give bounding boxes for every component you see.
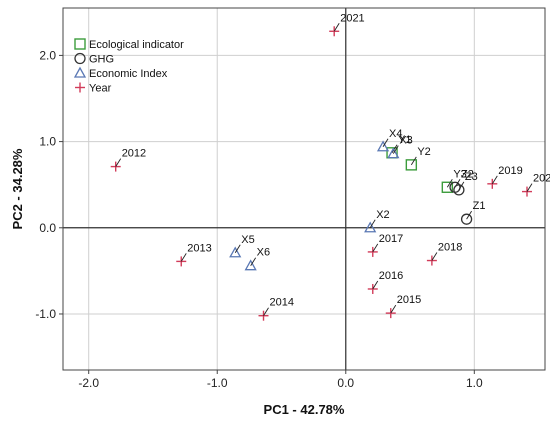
point-x4: [376, 140, 390, 152]
gridlines: [63, 8, 545, 370]
point-label-y2: Y2: [417, 146, 430, 158]
point-label-x4: X4: [389, 128, 402, 140]
y-tick-label: -1.0: [35, 307, 56, 321]
legend-label-ghg: GHG: [89, 54, 114, 66]
legend-label-economic-index: Economic Index: [89, 68, 168, 80]
axis-ticks: -2.0 -1.0 0.0 1.0 -1.0 0.0 1.0 2.0: [35, 48, 483, 390]
point-label-x3: X3: [399, 135, 412, 147]
legend-marker-economic-index: [73, 66, 87, 78]
x-tick-label: -2.0: [78, 376, 99, 390]
point-label-y3: Y3: [453, 168, 466, 180]
point-x2: [364, 221, 377, 233]
point-x5: [229, 246, 242, 258]
leader-line-2017: [372, 243, 379, 253]
y-tick-label: 2.0: [39, 48, 56, 62]
legend-label-year: Year: [89, 83, 112, 95]
leader-line-x4: [382, 138, 389, 148]
leader-line-y3: [446, 179, 453, 188]
y-tick-label: 1.0: [39, 135, 56, 149]
point-label-2014: 2014: [270, 297, 294, 309]
legend: Ecological indicator GHG Economic Index Yea…: [73, 38, 184, 95]
point-label-x5: X5: [241, 234, 254, 246]
legend-label-ecological-indicator: Ecological indicator: [89, 39, 184, 51]
legend-marker-ghg: [74, 52, 86, 65]
point-label-2013: 2013: [187, 242, 211, 254]
legend-marker-ecological-indicator: [74, 38, 86, 50]
point-y3: [441, 181, 454, 193]
legend-marker-year: [75, 82, 85, 93]
point-label-2012: 2012: [122, 148, 146, 160]
point-label-y1: Y1: [398, 134, 411, 146]
leader-line-y1: [391, 144, 398, 154]
point-label-2017: 2017: [379, 233, 403, 245]
leader-line-2020: [526, 183, 533, 192]
point-label-z3: Z3: [465, 171, 478, 183]
leader-line-2015: [390, 304, 397, 314]
y-tick-label: 0.0: [39, 221, 56, 235]
x-axis-label: PC1 - 42.78%: [264, 402, 345, 417]
leader-line-2014: [263, 307, 269, 316]
x-tick-label: -1.0: [207, 376, 228, 390]
leader-line-2013: [180, 253, 187, 262]
leader-line-z3: [458, 181, 465, 191]
point-z1: [460, 213, 473, 225]
reference-lines: [63, 8, 545, 370]
y-axis-label: PC2 - 34.28%: [10, 148, 25, 229]
point-label-2019: 2019: [498, 165, 522, 177]
point-label-x2: X2: [376, 209, 389, 221]
point-label-z1: Z1: [473, 200, 486, 212]
leader-line-2018: [431, 252, 438, 261]
leader-line-2016: [372, 280, 379, 290]
point-y2: [405, 159, 418, 171]
leader-line-z1: [466, 210, 472, 220]
leader-line-y2: [410, 156, 417, 166]
leader-line-x3: [392, 145, 399, 154]
x-tick-label: 1.0: [466, 376, 483, 390]
leader-line-x5: [234, 244, 241, 254]
point-label-x6: X6: [257, 247, 270, 259]
point-label-2020: 2020: [533, 173, 550, 185]
point-label-2018: 2018: [438, 242, 462, 254]
leader-line-2012: [115, 158, 122, 167]
plot-area-border: [62, 7, 546, 371]
point-label-2016: 2016: [379, 270, 403, 282]
leader-line-2021: [333, 23, 340, 32]
point-x6: [244, 259, 257, 271]
leader-line-2019: [491, 175, 498, 185]
point-z3: [453, 184, 465, 196]
leader-line-x2: [369, 219, 376, 229]
x-tick-label: 0.0: [337, 376, 354, 390]
point-label-z2: Z2: [461, 168, 474, 180]
leader-line-x6: [250, 257, 257, 266]
point-x3: [387, 147, 400, 159]
point-label-2015: 2015: [397, 294, 421, 306]
point-label-2021: 2021: [340, 12, 364, 24]
